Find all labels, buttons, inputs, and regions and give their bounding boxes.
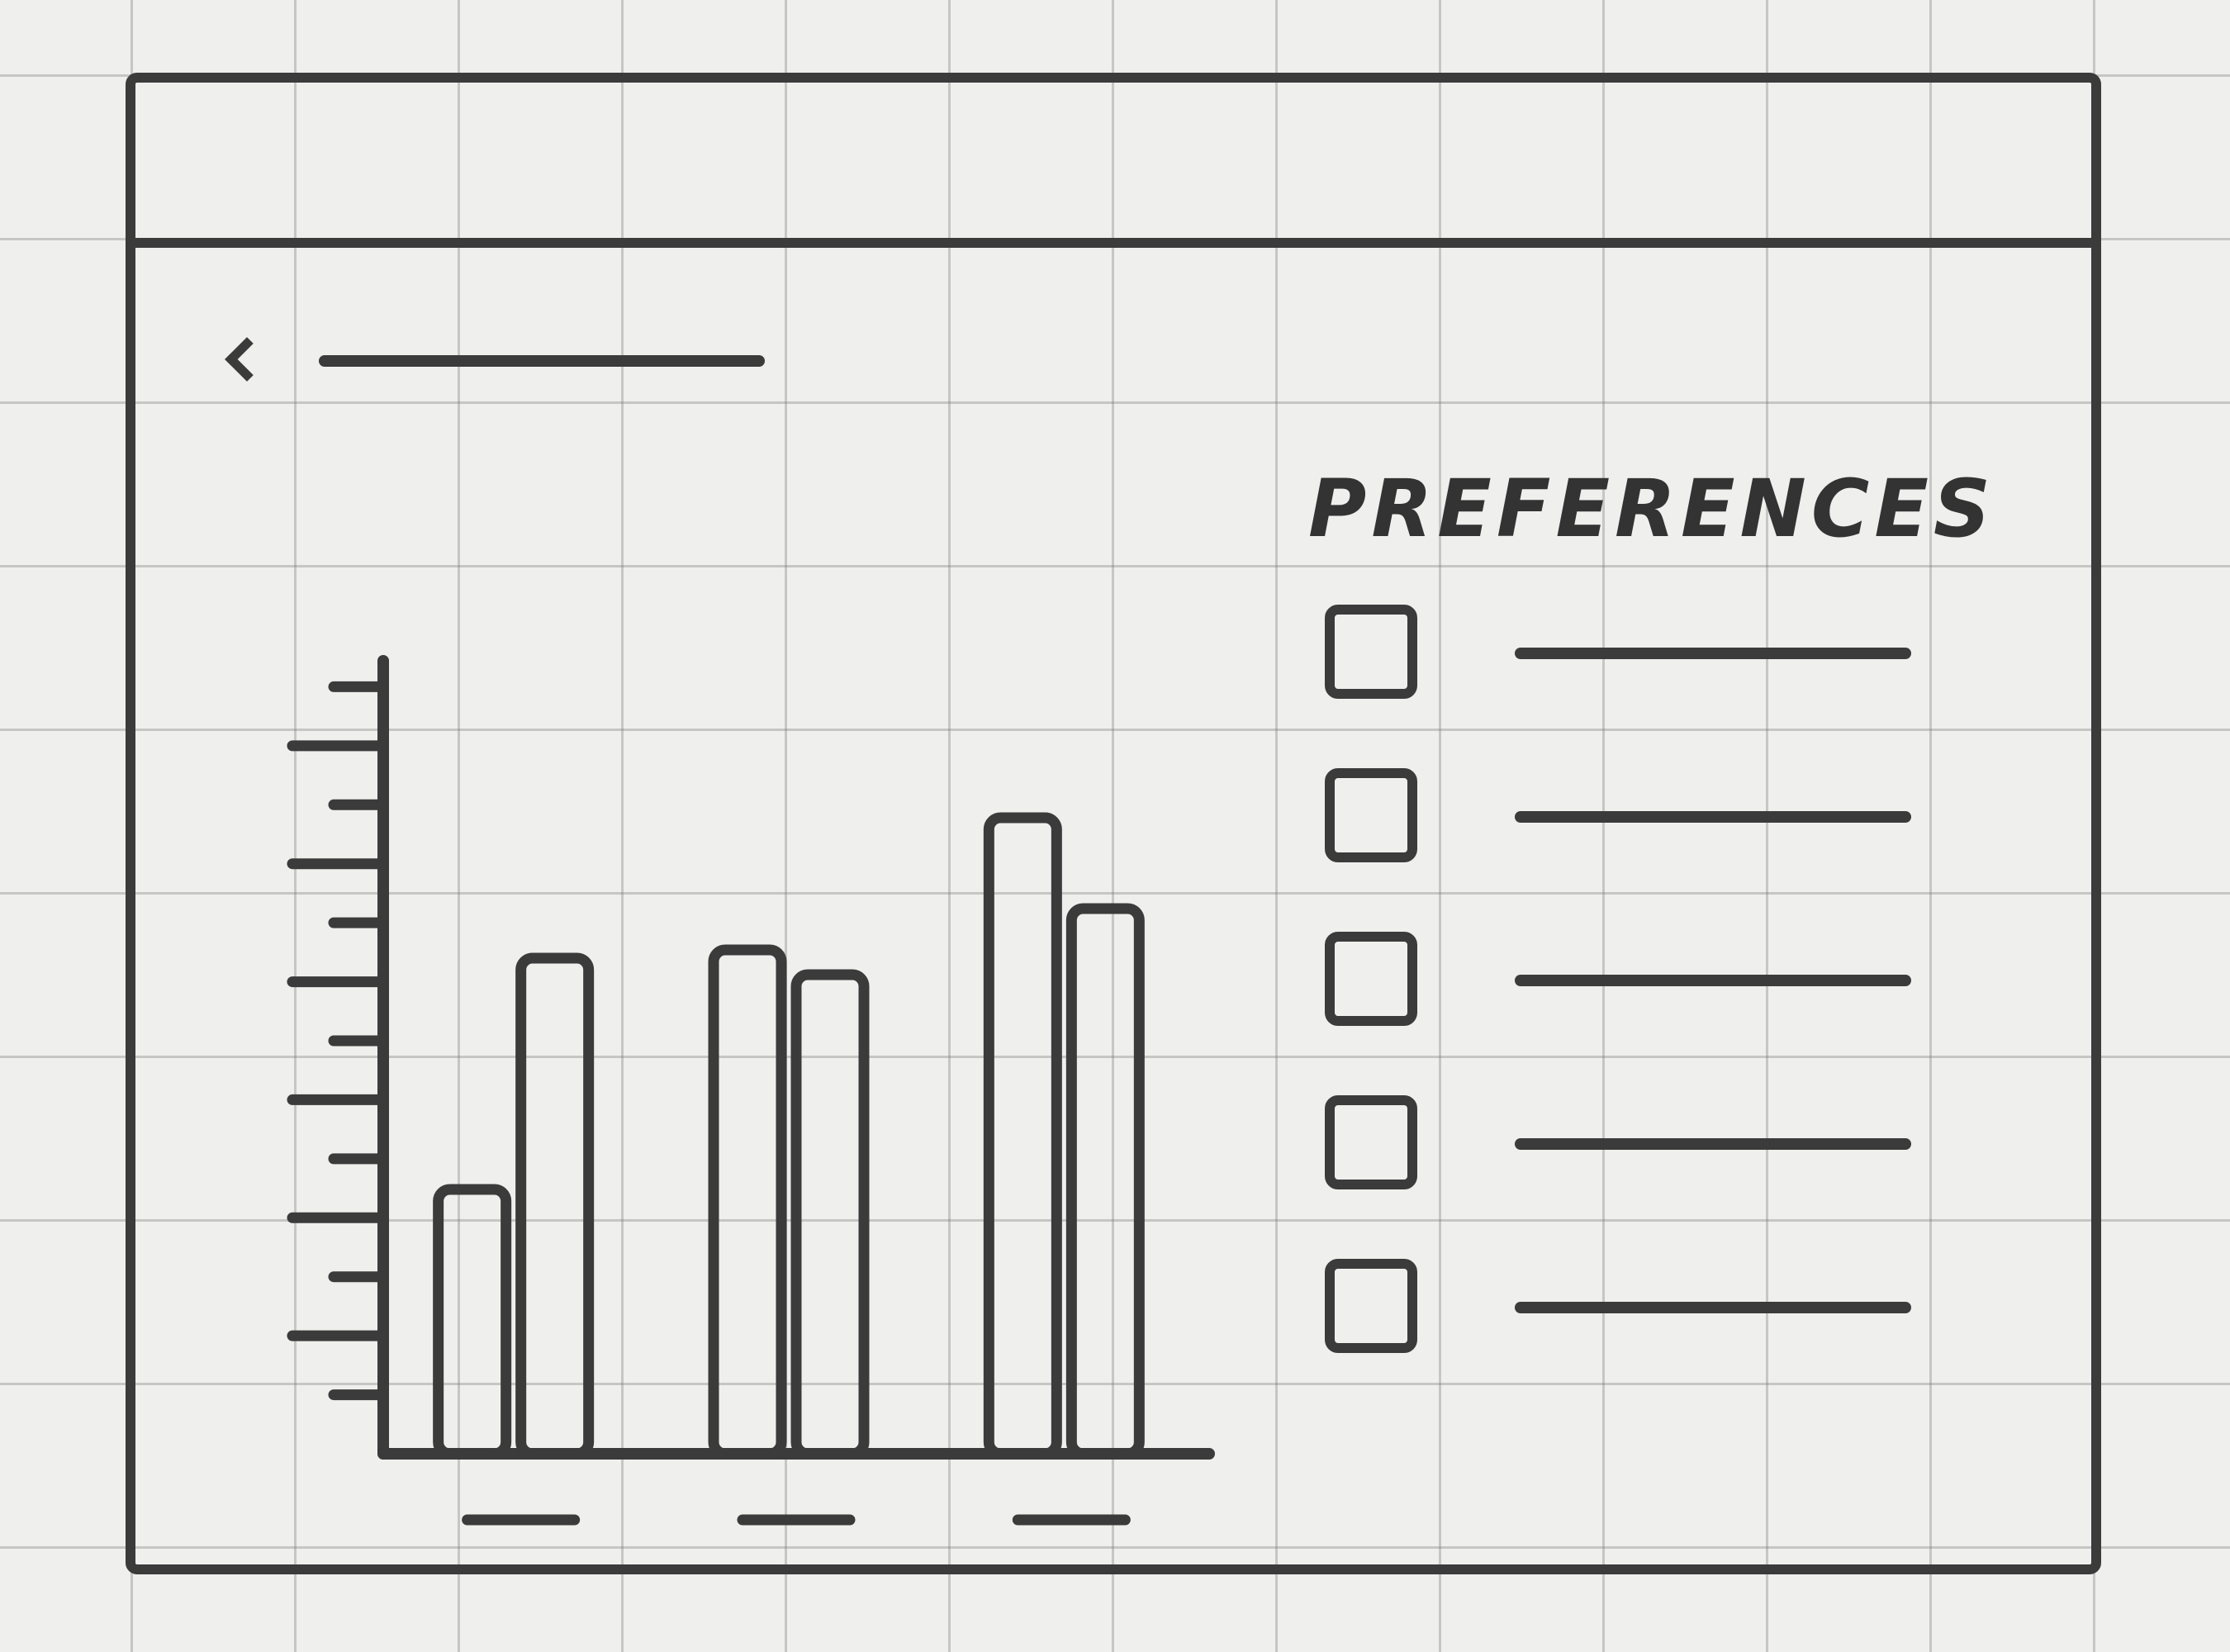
bar-chart [185, 570, 1259, 1561]
preference-label-placeholder [1515, 975, 1911, 986]
bar [708, 944, 787, 1460]
bar-chart-svg [287, 655, 1215, 1526]
bar [515, 952, 595, 1460]
preferences-heading: PREFERENCES [1308, 463, 1996, 555]
preference-checkbox[interactable] [1325, 605, 1417, 699]
bar [790, 969, 870, 1460]
page-header [225, 337, 804, 388]
preference-checkbox[interactable] [1325, 1095, 1417, 1189]
title-bar [135, 83, 2091, 248]
preference-item[interactable] [1292, 605, 2035, 768]
bar [1065, 903, 1145, 1460]
preference-checkbox[interactable] [1325, 768, 1417, 862]
preference-label-placeholder [1515, 1302, 1911, 1313]
preference-label-placeholder [1515, 811, 1911, 823]
preference-item[interactable] [1292, 1259, 2035, 1422]
app-window: PREFERENCES [126, 73, 2101, 1574]
preference-checkbox[interactable] [1325, 1259, 1417, 1353]
bar [433, 1184, 512, 1460]
page-title-placeholder [319, 355, 765, 367]
preference-checkbox[interactable] [1325, 932, 1417, 1026]
chevron-left-icon[interactable] [225, 337, 269, 382]
preference-label-placeholder [1515, 1138, 1911, 1150]
bar [983, 812, 1062, 1460]
preference-item[interactable] [1292, 932, 2035, 1095]
preference-item[interactable] [1292, 768, 2035, 932]
preference-item[interactable] [1292, 1095, 2035, 1259]
preference-label-placeholder [1515, 648, 1911, 659]
preferences-panel: PREFERENCES [1292, 463, 2035, 1454]
